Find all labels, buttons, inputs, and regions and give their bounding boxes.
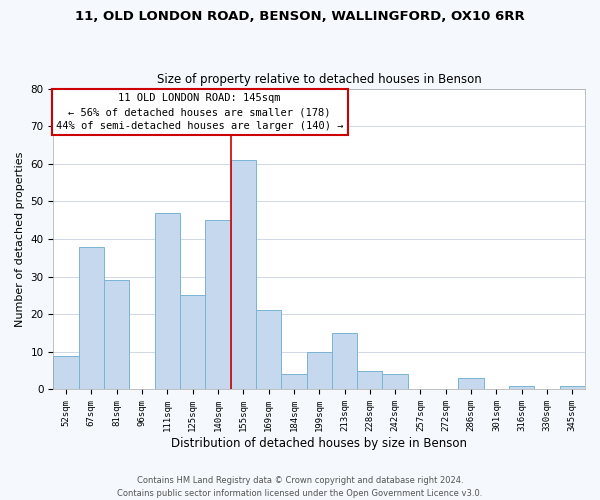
Text: Contains HM Land Registry data © Crown copyright and database right 2024.
Contai: Contains HM Land Registry data © Crown c… [118, 476, 482, 498]
Bar [281, 374, 307, 390]
Bar [180, 296, 205, 390]
Bar [509, 386, 535, 390]
Title: Size of property relative to detached houses in Benson: Size of property relative to detached ho… [157, 73, 482, 86]
Bar [382, 374, 408, 390]
Text: 11 OLD LONDON ROAD: 145sqm
← 56% of detached houses are smaller (178)
44% of sem: 11 OLD LONDON ROAD: 145sqm ← 56% of deta… [56, 93, 343, 131]
Bar [53, 356, 79, 390]
Bar [256, 310, 281, 390]
Bar [560, 386, 585, 390]
Bar [79, 246, 104, 390]
Bar [230, 160, 256, 390]
Bar [307, 352, 332, 390]
Bar [458, 378, 484, 390]
X-axis label: Distribution of detached houses by size in Benson: Distribution of detached houses by size … [171, 437, 467, 450]
Text: 11, OLD LONDON ROAD, BENSON, WALLINGFORD, OX10 6RR: 11, OLD LONDON ROAD, BENSON, WALLINGFORD… [75, 10, 525, 23]
Bar [104, 280, 130, 390]
Bar [357, 370, 382, 390]
Y-axis label: Number of detached properties: Number of detached properties [15, 152, 25, 326]
Bar [155, 212, 180, 390]
Bar [205, 220, 230, 390]
Bar [332, 333, 357, 390]
